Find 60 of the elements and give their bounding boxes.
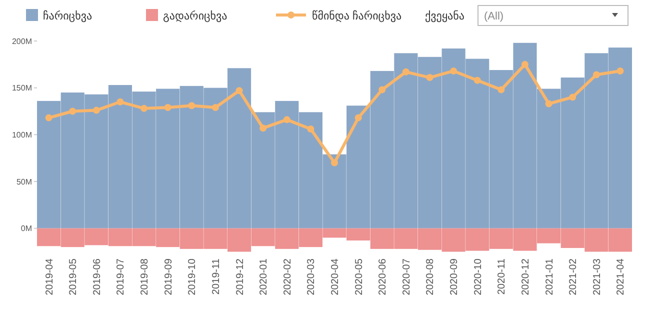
x-tick-label: 2020-06 <box>378 258 389 296</box>
x-tick-label: 2021-02 <box>568 258 580 296</box>
legend-label: წმინდა ჩარიცხვა <box>312 10 402 22</box>
y-tick-label: 50M <box>16 177 32 186</box>
point <box>426 74 434 82</box>
x-tick-label: 2019-07 <box>116 258 127 296</box>
point <box>92 106 100 114</box>
text: ქვეყანა <box>425 10 465 22</box>
x-tick-label: 2020-03 <box>306 258 318 296</box>
point <box>354 114 362 122</box>
point <box>592 71 600 78</box>
x-tick-label: 2019-09 <box>163 258 174 296</box>
point <box>236 87 243 94</box>
point <box>69 108 76 115</box>
x-tick-label: 2019-06 <box>92 258 103 296</box>
x-tick-label: 2021-01 <box>544 258 556 296</box>
point <box>307 126 314 133</box>
x-tick-label: 2020-01 <box>258 258 270 296</box>
x-tick-label: 2020-10 <box>472 258 484 296</box>
point <box>402 68 410 76</box>
y-tick-label: 150M <box>12 84 32 93</box>
point <box>331 159 338 166</box>
x-tick-label: 2019-11 <box>210 258 222 295</box>
point <box>164 104 172 111</box>
x-tick-label: 2019-04 <box>44 258 56 296</box>
y-tick-label: 200M <box>12 36 32 46</box>
point <box>260 124 267 132</box>
point <box>45 114 52 122</box>
x-tick-label: 2020-11 <box>496 258 508 295</box>
x-tick-label: 2020-09 <box>449 258 460 296</box>
point <box>545 100 552 108</box>
x-tick-label: 2020-04 <box>330 258 341 296</box>
dropdown-field: (All) <box>478 5 628 26</box>
x-tick-label: 2020-07 <box>401 258 412 296</box>
point <box>188 102 196 110</box>
x-tick-label: 2021-04 <box>616 258 627 296</box>
x-tick-label: 2019-08 <box>140 258 151 296</box>
x-tick-label: 2019-10 <box>187 258 198 296</box>
x-tick-label: 2019-12 <box>234 258 246 296</box>
point <box>498 86 505 94</box>
x-tick-label: 2020-08 <box>425 258 436 296</box>
x-tick-label: 2019-05 <box>68 258 80 296</box>
x-tick-label: 2020-12 <box>520 258 532 296</box>
y-tick-label: 0M <box>20 224 32 234</box>
point <box>116 98 124 106</box>
point <box>140 104 148 112</box>
legend-label: გადარიცხვა <box>163 10 228 22</box>
x-tick-label: 2021-03 <box>592 258 603 296</box>
x-tick-label: 2020-05 <box>354 258 365 296</box>
x-tick-label: 2020-02 <box>282 258 294 296</box>
point <box>283 116 290 124</box>
point <box>521 60 528 68</box>
point <box>616 67 624 74</box>
point <box>474 76 481 84</box>
point <box>378 86 386 94</box>
point <box>212 104 219 111</box>
point <box>450 67 458 74</box>
point <box>569 94 576 101</box>
y-tick-label: 100M <box>12 130 32 140</box>
legend-label: ჩარიცხვა <box>43 10 92 22</box>
